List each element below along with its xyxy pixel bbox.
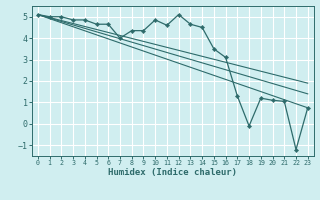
X-axis label: Humidex (Indice chaleur): Humidex (Indice chaleur)	[108, 168, 237, 177]
